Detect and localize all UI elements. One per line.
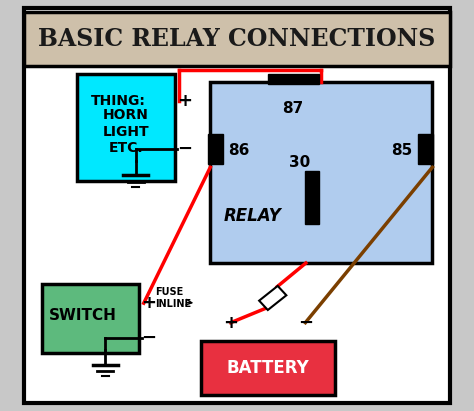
Text: +: +: [177, 92, 192, 110]
Bar: [418, 134, 433, 164]
Text: RELAY: RELAY: [224, 207, 282, 225]
Text: BASIC RELAY CONNECTIONS: BASIC RELAY CONNECTIONS: [38, 27, 436, 51]
Text: 86: 86: [228, 143, 250, 157]
Bar: [24, 12, 450, 66]
Bar: [268, 74, 319, 84]
Bar: [42, 284, 139, 353]
Text: −: −: [142, 329, 156, 347]
Bar: [208, 134, 223, 164]
Text: −: −: [298, 314, 313, 332]
Text: BATTERY: BATTERY: [227, 359, 310, 377]
Text: −: −: [177, 140, 192, 158]
Text: +: +: [142, 294, 156, 312]
Bar: [201, 341, 335, 395]
Text: 87: 87: [282, 102, 303, 116]
Bar: [304, 171, 319, 224]
Text: FUSE
INLINE: FUSE INLINE: [155, 287, 191, 309]
Text: HORN
LIGHT
ETC.: HORN LIGHT ETC.: [103, 109, 149, 155]
Bar: [259, 286, 286, 310]
Text: 30: 30: [289, 155, 310, 170]
Bar: [210, 82, 432, 263]
Text: 85: 85: [391, 143, 412, 157]
Text: +: +: [223, 314, 238, 332]
Bar: [77, 74, 175, 181]
Text: SWITCH: SWITCH: [49, 307, 117, 323]
Text: THING:: THING:: [91, 94, 146, 108]
